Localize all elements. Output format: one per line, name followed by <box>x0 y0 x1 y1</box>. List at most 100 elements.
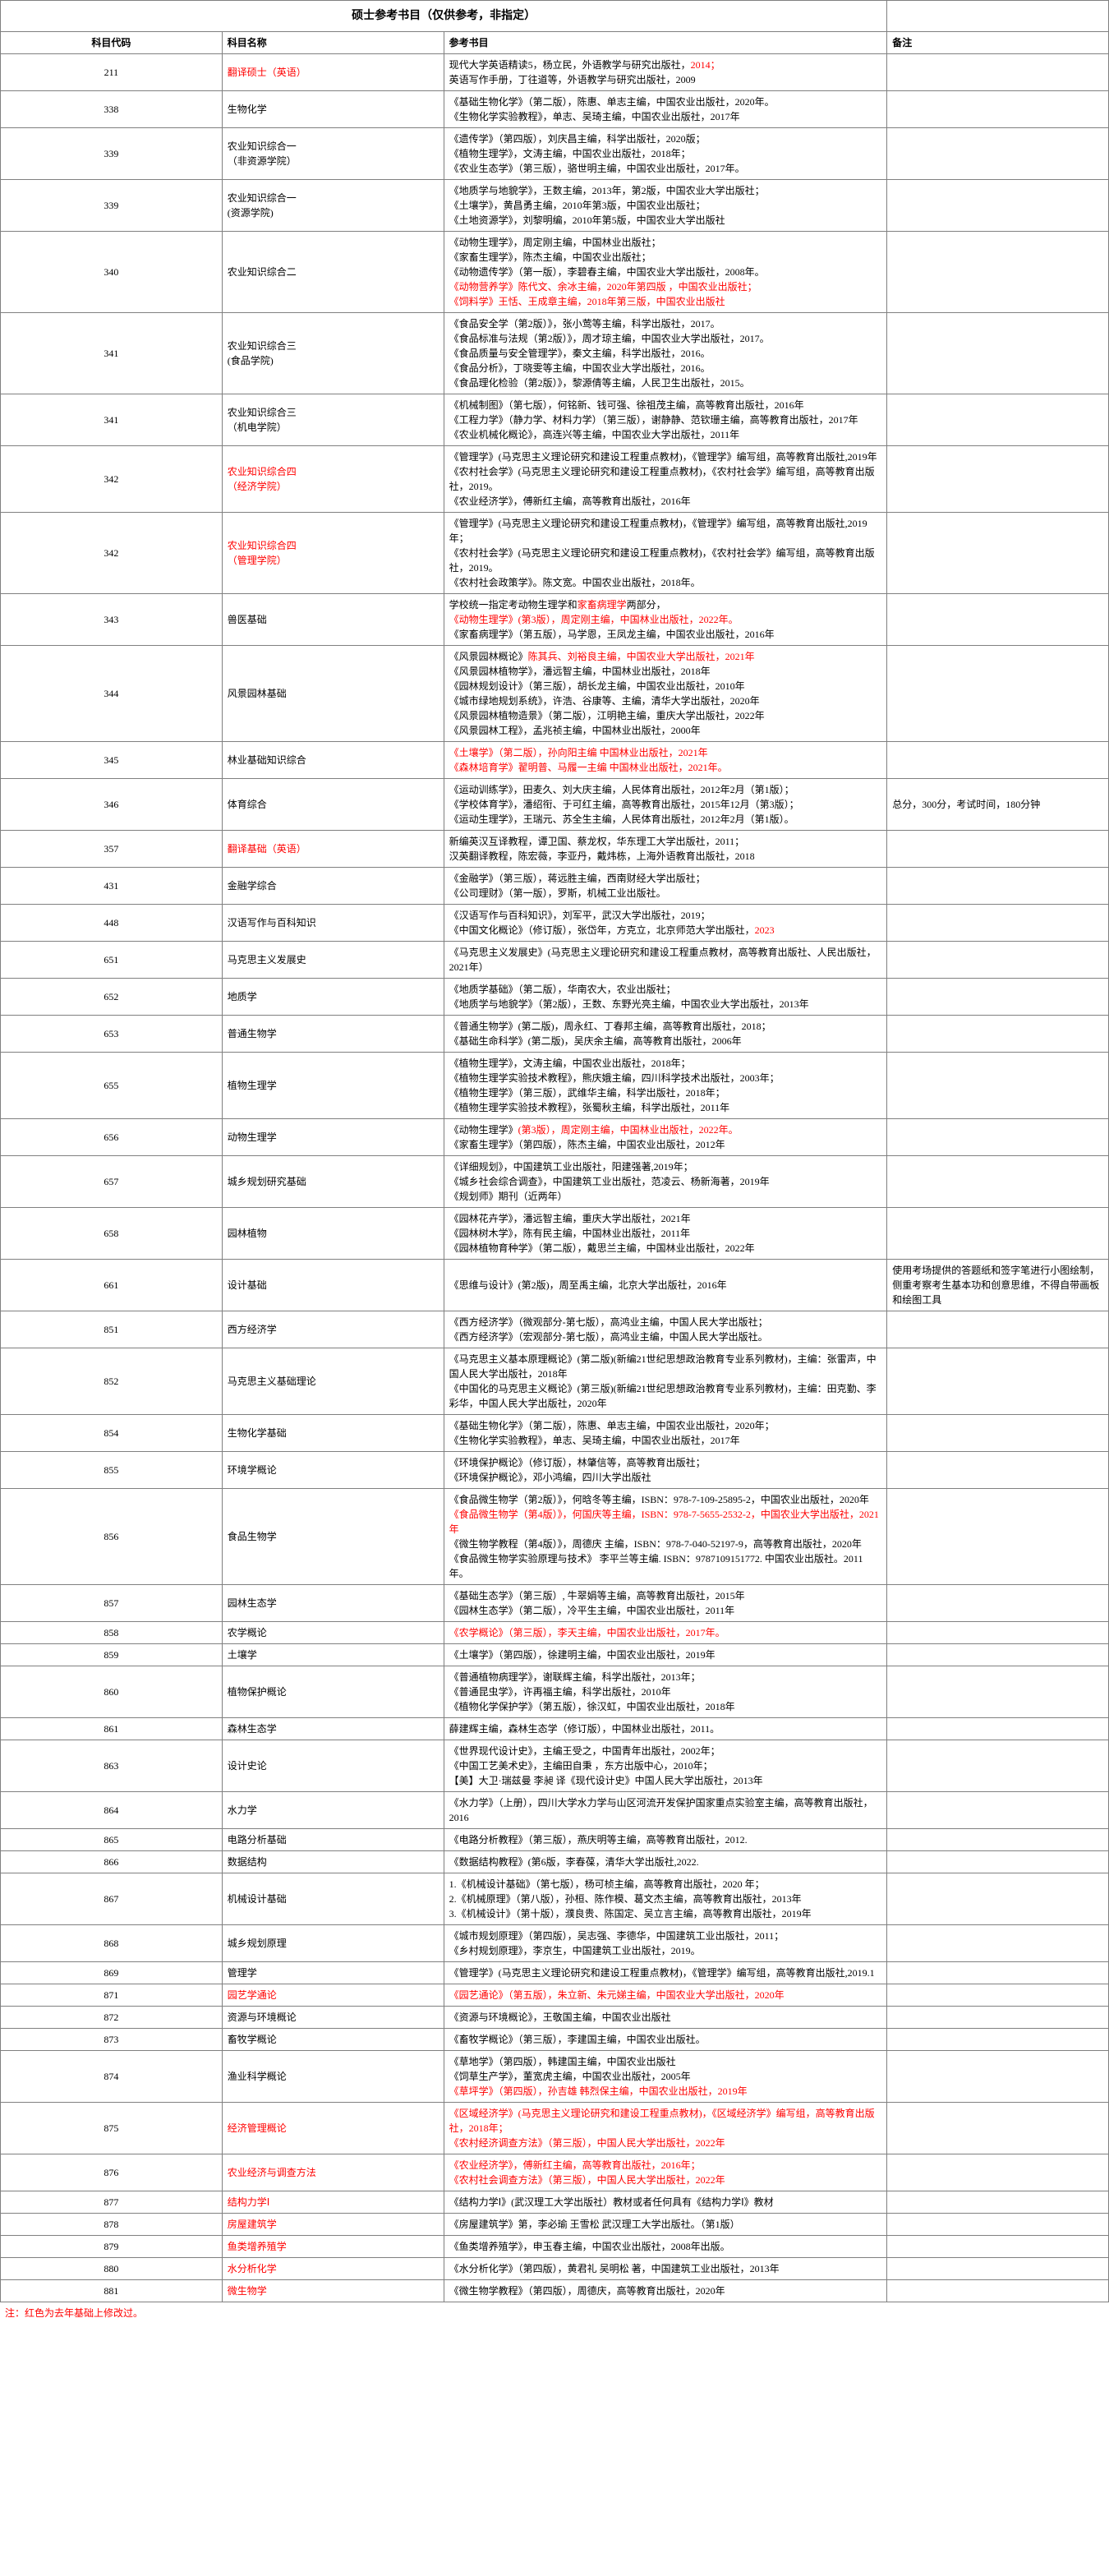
cell-name: 动物生理学 <box>222 1119 444 1156</box>
cell-code: 852 <box>1 1348 223 1415</box>
cell-name: 农业知识综合四（管理学院） <box>222 513 444 594</box>
cell-books: 《结构力学Ⅰ》(武汉理工大学出版社）教材或者任何具有《结构力学Ⅰ》教材 <box>444 2191 887 2214</box>
cell-books: 现代大学英语精读5，杨立民，外语教学与研究出版社，2014；英语写作手册，丁往道… <box>444 54 887 91</box>
table-row: 880 水分析化学 《水分析化学》（第四版），黄君礼 吴明松 著，中国建筑工业出… <box>1 2258 1109 2280</box>
cell-books: 《普通植物病理学》，谢联辉主编，科学出版社，2013年；《普通昆虫学》，许再福主… <box>444 1666 887 1718</box>
title-empty-cell <box>887 1 1109 32</box>
cell-remark <box>887 2154 1109 2191</box>
table-row: 346 体育综合 《运动训练学》，田麦久、刘大庆主编，人民体育出版社，2012年… <box>1 779 1109 831</box>
cell-code: 339 <box>1 180 223 232</box>
cell-remark <box>887 1718 1109 1740</box>
cell-code: 856 <box>1 1489 223 1585</box>
cell-code: 868 <box>1 1925 223 1962</box>
table-row: 876 农业经济与调查方法 《农业经济学》，傅新红主编，高等教育出版社，2016… <box>1 2154 1109 2191</box>
cell-name: 机械设计基础 <box>222 1873 444 1925</box>
table-row: 879 鱼类增养殖学 《鱼类增养殖学》，申玉春主编，中国农业出版社，2008年出… <box>1 2236 1109 2258</box>
cell-name: 结构力学Ⅰ <box>222 2191 444 2214</box>
cell-remark <box>887 979 1109 1016</box>
cell-remark <box>887 1489 1109 1585</box>
cell-name: 生物化学 <box>222 91 444 128</box>
cell-books: 《水力学》（上册），四川大学水力学与山区河流开发保护国家重点实验室主编，高等教育… <box>444 1792 887 1829</box>
table-row: 342 农业知识综合四（经济学院） 《管理学》(马克思主义理论研究和建设工程重点… <box>1 446 1109 513</box>
cell-name: 房屋建筑学 <box>222 2214 444 2236</box>
cell-name: 畜牧学概论 <box>222 2029 444 2051</box>
cell-books: 《遗传学》（第四版），刘庆昌主编，科学出版社，2020版；《植物生理学》，文涛主… <box>444 128 887 180</box>
cell-code: 880 <box>1 2258 223 2280</box>
table-row: 655 植物生理学 《植物生理学》，文涛主编，中国农业出版社，2018年；《植物… <box>1 1053 1109 1119</box>
table-row: 864 水力学 《水力学》（上册），四川大学水力学与山区河流开发保护国家重点实验… <box>1 1792 1109 1829</box>
cell-books: 《马克思主义发展史》(马克思主义理论研究和建设工程重点教材，高等教育出版社、人民… <box>444 942 887 979</box>
cell-books: 《西方经济学》（微观部分-第七版），高鸿业主编，中国人民大学出版社；《西方经济学… <box>444 1311 887 1348</box>
cell-name: 食品生物学 <box>222 1489 444 1585</box>
cell-books: 《园林花卉学》，潘远智主编，重庆大学出版社，2021年《园林树木学》，陈有民主编… <box>444 1208 887 1260</box>
cell-books: 《农学概论》（第三版），李天主编，中国农业出版社，2017年。 <box>444 1622 887 1644</box>
table-row: 873 畜牧学概论 《畜牧学概论》（第三版），李建国主编，中国农业出版社。 <box>1 2029 1109 2051</box>
cell-code: 658 <box>1 1208 223 1260</box>
cell-remark <box>887 394 1109 446</box>
cell-remark <box>887 1415 1109 1452</box>
cell-books: 《动物生理学》(第3版），周定刚主编，中国林业出版社，2022年。《家畜生理学》… <box>444 1119 887 1156</box>
cell-code: 357 <box>1 831 223 868</box>
cell-name: 土壤学 <box>222 1644 444 1666</box>
cell-remark <box>887 2051 1109 2103</box>
cell-name: 地质学 <box>222 979 444 1016</box>
cell-name: 电路分析基础 <box>222 1829 444 1851</box>
cell-remark <box>887 1873 1109 1925</box>
cell-name: 农业知识综合一（非资源学院） <box>222 128 444 180</box>
table-row: 338 生物化学 《基础生物化学》（第二版），陈惠、单志主编，中国农业出版社，2… <box>1 91 1109 128</box>
cell-remark <box>887 1851 1109 1873</box>
cell-remark <box>887 1053 1109 1119</box>
cell-books: 《基础生态学》（第三版）, 牛翠娟等主编，高等教育出版社，2015年《园林生态学… <box>444 1585 887 1622</box>
cell-remark <box>887 1208 1109 1260</box>
cell-code: 651 <box>1 942 223 979</box>
cell-remark <box>887 91 1109 128</box>
cell-name: 农业知识综合三(食品学院) <box>222 313 444 394</box>
cell-remark <box>887 1311 1109 1348</box>
cell-code: 652 <box>1 979 223 1016</box>
cell-remark <box>887 2191 1109 2214</box>
cell-books: 《环境保护概论》（修订版），林肇信等，高等教育出版社；《环境保护概论》，邓小鸿编… <box>444 1452 887 1489</box>
cell-code: 341 <box>1 313 223 394</box>
cell-name: 城乡规划研究基础 <box>222 1156 444 1208</box>
cell-code: 431 <box>1 868 223 905</box>
cell-books: 《运动训练学》，田麦久、刘大庆主编，人民体育出版社，2012年2月（第1版）；《… <box>444 779 887 831</box>
cell-code: 345 <box>1 742 223 779</box>
cell-books: 学校统一指定考动物生理学和家畜病理学两部分，《动物生理学》(第3版），周定刚主编… <box>444 594 887 646</box>
cell-remark <box>887 54 1109 91</box>
cell-books: 《管理学》(马克思主义理论研究和建设工程重点教材)，《管理学》编写组，高等教育出… <box>444 446 887 513</box>
table-row: 657 城乡规划研究基础 《详细规划》，中国建筑工业出版社，阳建强著,2019年… <box>1 1156 1109 1208</box>
table-row: 877 结构力学Ⅰ 《结构力学Ⅰ》(武汉理工大学出版社）教材或者任何具有《结构力… <box>1 2191 1109 2214</box>
cell-remark <box>887 1792 1109 1829</box>
cell-code: 878 <box>1 2214 223 2236</box>
cell-books: 《世界现代设计史》，主编王受之，中国青年出版社，2002年；《中国工艺美术史》，… <box>444 1740 887 1792</box>
table-row: 345 林业基础知识综合 《土壤学》（第二版），孙向阳主编 中国林业出版社，20… <box>1 742 1109 779</box>
table-row: 872 资源与环境概论 《资源与环境概论》，王敬国主编，中国农业出版社 <box>1 2007 1109 2029</box>
cell-remark <box>887 1740 1109 1792</box>
cell-name: 西方经济学 <box>222 1311 444 1348</box>
cell-books: 《基础生物化学》（第二版），陈惠、单志主编，中国农业出版社，2020年。《生物化… <box>444 91 887 128</box>
cell-remark <box>887 1829 1109 1851</box>
table-row: 865 电路分析基础 《电路分析教程》（第三版），燕庆明等主编，高等教育出版社，… <box>1 1829 1109 1851</box>
cell-books: 《电路分析教程》（第三版），燕庆明等主编，高等教育出版社，2012. <box>444 1829 887 1851</box>
cell-remark <box>887 831 1109 868</box>
cell-name: 管理学 <box>222 1962 444 1984</box>
cell-name: 兽医基础 <box>222 594 444 646</box>
cell-code: 858 <box>1 1622 223 1644</box>
cell-code: 343 <box>1 594 223 646</box>
cell-remark <box>887 942 1109 979</box>
cell-name: 数据结构 <box>222 1851 444 1873</box>
cell-remark <box>887 905 1109 942</box>
cell-books: 《风景园林概论》陈其兵、刘裕良主编，中国农业大学出版社，2021年《风景园林植物… <box>444 646 887 742</box>
table-row: 875 经济管理概论 《区域经济学》(马克思主义理论研究和建设工程重点教材)，《… <box>1 2103 1109 2154</box>
table-row: 357 翻译基础（英语） 新编英汉互译教程，谭卫国、蔡龙权，华东理工大学出版社，… <box>1 831 1109 868</box>
table-row: 860 植物保护概论 《普通植物病理学》，谢联辉主编，科学出版社，2013年；《… <box>1 1666 1109 1718</box>
table-row: 340 农业知识综合二 《动物生理学》，周定刚主编，中国林业出版社；《家畜生理学… <box>1 232 1109 313</box>
cell-name: 经济管理概论 <box>222 2103 444 2154</box>
cell-remark <box>887 180 1109 232</box>
cell-code: 851 <box>1 1311 223 1348</box>
cell-name: 农业经济与调查方法 <box>222 2154 444 2191</box>
page-title: 硕士参考书目（仅供参考，非指定） <box>1 1 887 32</box>
cell-code: 346 <box>1 779 223 831</box>
cell-name: 鱼类增养殖学 <box>222 2236 444 2258</box>
cell-remark <box>887 513 1109 594</box>
